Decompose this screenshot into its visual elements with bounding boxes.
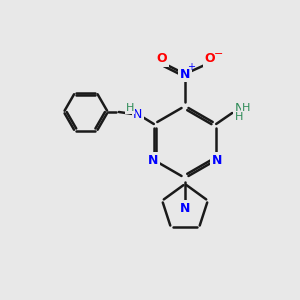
Text: H: H	[126, 103, 134, 113]
Text: N: N	[180, 68, 190, 80]
Text: −: −	[214, 49, 224, 59]
Text: O: O	[205, 52, 215, 65]
Text: N: N	[212, 154, 222, 166]
Text: N: N	[235, 101, 244, 115]
Text: +: +	[187, 62, 195, 72]
Text: N: N	[133, 107, 142, 121]
Text: H: H	[242, 103, 250, 113]
Text: N: N	[180, 202, 190, 214]
Text: H: H	[235, 112, 243, 122]
Text: N: N	[148, 154, 158, 166]
Text: O: O	[157, 52, 167, 65]
